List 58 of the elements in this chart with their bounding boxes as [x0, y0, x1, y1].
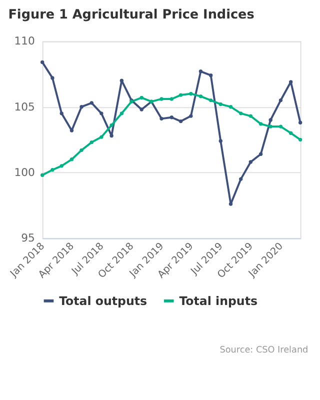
point: [288, 80, 293, 84]
point: [218, 139, 222, 143]
point: [120, 78, 124, 82]
point: [70, 128, 74, 132]
point: [248, 114, 253, 118]
point: [278, 98, 283, 102]
point: [160, 97, 164, 101]
point: [189, 114, 193, 118]
point: [268, 124, 272, 128]
y-tick-label: 100: [14, 166, 36, 179]
point: [178, 119, 183, 124]
point: [258, 122, 263, 126]
point: [70, 158, 74, 162]
point: [170, 97, 174, 101]
y-tick-label: 110: [14, 34, 36, 48]
point: [208, 98, 213, 102]
point: [189, 92, 193, 96]
point: [248, 160, 253, 164]
point: [40, 173, 44, 177]
point: [178, 93, 183, 97]
point: [198, 70, 203, 74]
point: [170, 116, 174, 120]
point: [288, 131, 293, 135]
point: [208, 74, 213, 78]
point: [198, 94, 203, 98]
point: [80, 105, 84, 109]
point: [80, 148, 84, 152]
y-tick-label: 95: [21, 232, 35, 245]
point: [40, 60, 44, 64]
point: [60, 164, 64, 168]
point: [50, 76, 54, 80]
point: [228, 202, 233, 206]
point: [218, 102, 222, 106]
point: [110, 134, 114, 138]
point: [160, 116, 164, 121]
legend-label: Total outputs: [59, 294, 148, 308]
point: [90, 140, 94, 144]
source-note: Source: CSO Ireland: [220, 345, 308, 356]
point: [50, 168, 54, 172]
point: [120, 112, 124, 116]
point: [140, 108, 144, 112]
point: [298, 120, 302, 124]
point: [100, 112, 104, 116]
point: [239, 177, 243, 181]
point: [90, 101, 94, 105]
point: [258, 152, 263, 156]
point: [239, 112, 243, 116]
y-tick-label: 105: [14, 100, 35, 114]
point: [100, 135, 104, 139]
legend-label: Total inputs: [179, 294, 258, 308]
point: [298, 138, 302, 142]
point: [268, 118, 272, 122]
point: [278, 124, 283, 128]
point: [228, 105, 233, 109]
point: [60, 112, 64, 116]
point: [110, 123, 114, 128]
chart-title: Figure 1 Agricultural Price Indices: [8, 8, 255, 23]
point: [140, 96, 144, 100]
